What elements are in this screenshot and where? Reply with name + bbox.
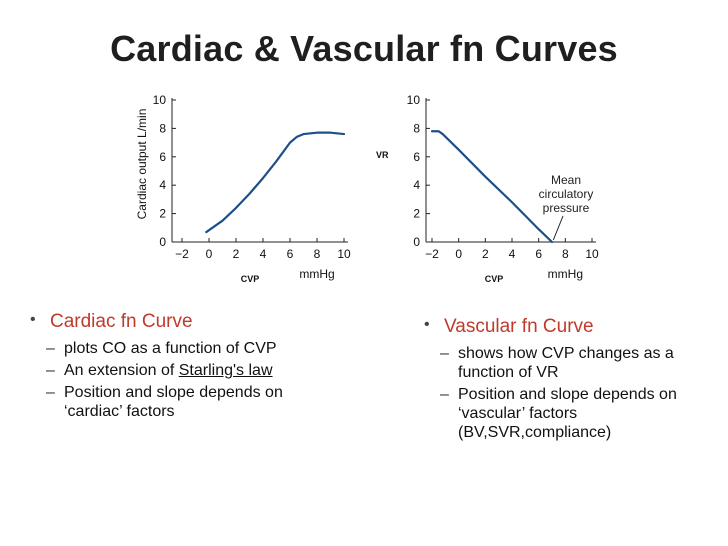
x-tick-label: 6 <box>535 247 542 261</box>
list-item-text: Position and slope depends on ‘vascular’… <box>458 386 677 441</box>
dash-icon: – <box>440 386 449 403</box>
cardiac-curve-heading: • Cardiac fn Curve <box>30 311 330 333</box>
dash-icon: – <box>46 362 55 379</box>
series-line <box>430 130 554 244</box>
y-axis-label: Cardiac output L/min <box>135 109 149 220</box>
x-tick-label: 2 <box>233 247 240 261</box>
x-tick-label: 10 <box>585 247 599 261</box>
starlings-law-link[interactable]: Starling's law <box>178 362 273 379</box>
dash-icon: – <box>440 345 449 362</box>
mean-circulatory-pressure-label: Mean circulatory pressure <box>539 173 594 215</box>
y-tick-label: 6 <box>413 150 420 164</box>
list-item: – plots CO as a function of CVP <box>30 339 330 358</box>
series-line <box>205 131 346 234</box>
cardiac-curve-heading-text: Cardiac fn Curve <box>50 311 193 332</box>
bullet-icon: • <box>424 316 430 333</box>
y-tick-label: 10 <box>153 93 167 107</box>
y-tick-label: 2 <box>159 207 166 221</box>
x-tick-label: −2 <box>175 247 189 261</box>
vascular-function-plot: 0 2 4 6 8 10 −2 0 2 4 6 8 10 CVP mmHg VR Mean circulatory… <box>376 93 599 284</box>
x-tick-label: 0 <box>455 247 462 261</box>
list-item: – An extension of Starling's law <box>30 361 330 380</box>
x-tick-label: −2 <box>425 247 439 261</box>
x-axis-label: CVP <box>485 274 504 284</box>
list-item: – shows how CVP changes as a function of… <box>424 344 694 382</box>
vascular-curve-heading-text: Vascular fn Curve <box>444 316 594 337</box>
list-item: – Position and slope depends on ‘vascula… <box>424 385 694 442</box>
cardiac-curve-notes: • Cardiac fn Curve – plots CO as a funct… <box>30 311 330 424</box>
list-item-text: shows how CVP changes as a function of V… <box>458 345 674 381</box>
x-tick-label: 8 <box>562 247 569 261</box>
y-tick-label: 0 <box>159 235 166 249</box>
dash-icon: – <box>46 340 55 357</box>
y-tick-label: 6 <box>159 150 166 164</box>
vascular-function-chart: 0 2 4 6 8 10 −2 0 2 4 6 8 10 CVP mmHg VR Mean circulatory… <box>370 86 606 298</box>
cardiac-function-chart: 0 2 4 6 8 10 −2 0 2 4 6 8 10 CVP mmHg Cardiac output L/… <box>128 86 358 298</box>
list-item: – Position and slope depends on ‘cardiac… <box>30 383 330 421</box>
y-tick-label: 8 <box>159 121 166 135</box>
vascular-curve-notes: • Vascular fn Curve – shows how CVP chan… <box>424 316 694 445</box>
x-axis-unit-label: mmHg <box>299 267 334 281</box>
x-tick-label: 2 <box>482 247 489 261</box>
y-tick-label: 8 <box>413 121 420 135</box>
list-item-text: plots CO as a function of CVP <box>64 340 277 357</box>
x-tick-label: 6 <box>287 247 294 261</box>
x-axis-unit-label: mmHg <box>548 267 583 281</box>
list-item-text: Position and slope depends on ‘cardiac’ … <box>64 384 283 420</box>
x-tick-label: 8 <box>314 247 321 261</box>
cardiac-function-plot: 0 2 4 6 8 10 −2 0 2 4 6 8 10 CVP mmHg Cardiac output L/… <box>135 93 351 284</box>
dash-icon: – <box>46 384 55 401</box>
list-item-text: An extension of <box>64 362 179 379</box>
y-tick-label: 4 <box>159 178 166 192</box>
x-tick-label: 10 <box>337 247 351 261</box>
annotation-leader-line <box>552 215 564 241</box>
y-tick-label: 2 <box>413 207 420 221</box>
y-axis-label: VR <box>376 150 389 160</box>
vascular-curve-heading: • Vascular fn Curve <box>424 316 694 338</box>
x-tick-label: 4 <box>509 247 516 261</box>
slide-title: Cardiac & Vascular fn Curves <box>110 28 618 69</box>
bullet-icon: • <box>30 311 36 328</box>
x-tick-label: 0 <box>206 247 213 261</box>
y-tick-label: 4 <box>413 178 420 192</box>
y-tick-label: 10 <box>407 93 421 107</box>
y-tick-label: 0 <box>413 235 420 249</box>
x-tick-label: 4 <box>260 247 267 261</box>
x-axis-label: CVP <box>241 274 260 284</box>
